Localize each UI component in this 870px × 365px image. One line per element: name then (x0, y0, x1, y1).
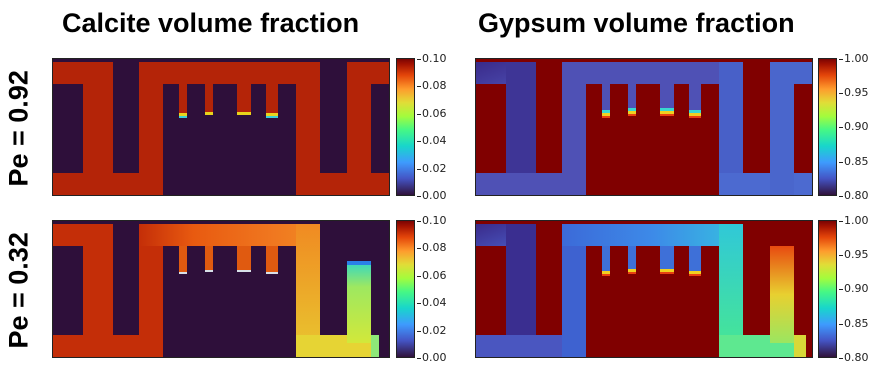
gypsum-tick-label: 1.00 (839, 214, 869, 227)
calcite-tick-label: 0.10 (417, 214, 447, 227)
gypsum-tick-label: 0.95 (839, 86, 869, 99)
gypsum-tick-label: 0.90 (839, 120, 869, 133)
calcite-tick-label: 0.06 (417, 107, 447, 120)
gypsum-tick-label: 0.80 (839, 351, 869, 364)
calcite-panel-pe-092 (52, 58, 390, 196)
calcite-title: Calcite volume fraction (62, 8, 360, 38)
calcite-tick-label: 0.06 (417, 269, 447, 282)
gypsum-tick-label: 0.85 (839, 317, 869, 330)
gypsum-tick-label: 0.85 (839, 155, 869, 168)
row-label-pe-032: Pe = 0.32 (3, 232, 34, 349)
gypsum-tick-label: 0.80 (839, 189, 869, 202)
gypsum-tick-label: 1.00 (839, 52, 869, 65)
calcite-tick-label: 0.00 (417, 351, 447, 364)
calcite-tick-label: 0.02 (417, 324, 447, 337)
calcite-tick-label: 0.04 (417, 134, 447, 147)
gypsum-title: Gypsum volume fraction (478, 8, 795, 38)
calcite-tick-label: 0.02 (417, 162, 447, 175)
calcite-tick-label: 0.08 (417, 241, 447, 254)
gypsum-colorbar-pe-032 (818, 220, 837, 358)
calcite-tick-label: 0.10 (417, 52, 447, 65)
row-label-pe-092: Pe = 0.92 (3, 70, 34, 187)
calcite-tick-label: 0.00 (417, 189, 447, 202)
gypsum-tick-label: 0.90 (839, 282, 869, 295)
gypsum-panel-pe-092 (475, 58, 813, 196)
gypsum-tick-label: 0.95 (839, 248, 869, 261)
gypsum-colorbar-pe-092 (818, 58, 837, 196)
calcite-colorbar-pe-032 (396, 220, 415, 358)
calcite-tick-label: 0.08 (417, 79, 447, 92)
calcite-tick-label: 0.04 (417, 296, 447, 309)
calcite-colorbar-pe-092 (396, 58, 415, 196)
calcite-panel-pe-032 (52, 220, 390, 358)
gypsum-panel-pe-032 (475, 220, 813, 358)
